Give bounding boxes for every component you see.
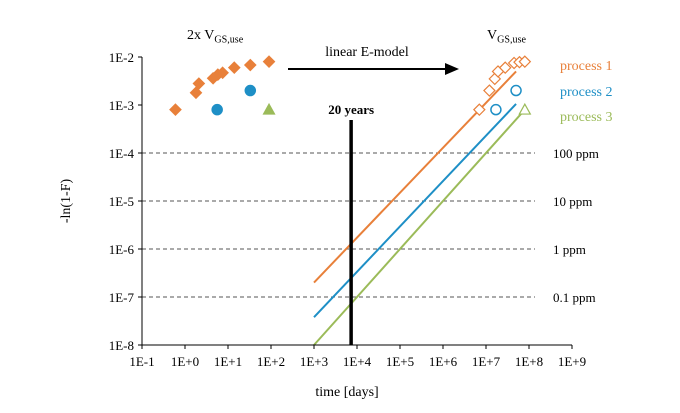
x-tick-label-10: 1E+9 (558, 354, 586, 369)
extrapolation-arrow-head (445, 63, 459, 75)
twenty-years-marker: 20 years (328, 102, 374, 345)
legend-label-2: process 3 (560, 110, 613, 125)
series-0-stress-point-1 (189, 86, 203, 100)
ppm-label-3: 0.1 ppm (553, 290, 596, 305)
y-tick-label-0: 1E-2 (109, 50, 134, 65)
series-0-use-point-0 (472, 103, 486, 117)
series-0-stress-point-0 (169, 103, 182, 117)
data-markers (169, 55, 532, 117)
x-tick-label-6: 1E+5 (386, 354, 414, 369)
x-axis-title: time [days] (315, 385, 378, 400)
x-tick-label-0: 1E-1 (129, 354, 154, 369)
y-tick-label-5: 1E-7 (109, 290, 135, 305)
x-tick-label-5: 1E+4 (343, 354, 372, 369)
y-tick-label-6: 1E-8 (109, 338, 134, 353)
stress-voltage-label: 2x VGS,use (187, 28, 244, 46)
y-axis-title: -ln(1-F) (59, 179, 74, 224)
series-1-use-point-1 (510, 84, 522, 97)
arrow-label: linear E-model (325, 45, 409, 60)
series-1-stress-point-1 (244, 84, 257, 97)
twenty-years-label: 20 years (328, 102, 374, 117)
use-voltage-label: VGS,use (487, 28, 526, 46)
series-2-use-point-0 (518, 102, 532, 115)
y-tick-label-3: 1E-5 (109, 194, 134, 209)
x-tick-label-3: 1E+2 (257, 354, 285, 369)
series-2-stress-point-0 (262, 102, 276, 115)
legend-label-1: process 2 (560, 85, 613, 100)
labels: process 1 process 2 process 3 2x VGS,use VGS… (187, 28, 613, 125)
x-tick-label-7: 1E+6 (429, 354, 458, 369)
series-1-use-point-0 (490, 103, 502, 116)
series-0-stress-point-7 (243, 58, 257, 72)
fit-line-2 (313, 108, 526, 346)
series-0-use-point-4 (498, 61, 512, 74)
legend-label-0: process 1 (560, 59, 613, 74)
fit-line-1 (313, 103, 517, 318)
series-0-stress-point-8 (262, 55, 276, 69)
y-tick-label-1: 1E-3 (109, 98, 134, 113)
series-0-stress-point-5 (216, 66, 229, 80)
x-tick-label-9: 1E+8 (515, 354, 543, 369)
ppm-reference-lines: 100 ppm 10 ppm 1 ppm 0.1 ppm (142, 146, 599, 305)
x-tick-label-1: 1E+0 (171, 354, 199, 369)
y-tick-label-2: 1E-4 (109, 146, 135, 161)
series-0-stress-point-2 (192, 77, 206, 90)
y-tick-label-4: 1E-6 (109, 242, 135, 257)
ppm-label-0: 100 ppm (553, 146, 599, 161)
axes: 1E-2 1E-3 1E-4 1E-5 1E-6 1E-7 1E-81E-1 1E+0 1E+1… (59, 50, 586, 400)
series-0-use-point-1 (483, 84, 496, 97)
x-tick-label-2: 1E+1 (214, 354, 242, 369)
series-0-stress-point-6 (227, 61, 241, 74)
x-tick-label-8: 1E+7 (472, 354, 501, 369)
series-1-stress-point-0 (211, 103, 223, 116)
x-tick-label-4: 1E+3 (300, 354, 328, 369)
series-0-use-point-7 (518, 55, 532, 69)
ppm-label-1: 10 ppm (553, 194, 592, 209)
ppm-label-2: 1 ppm (553, 242, 586, 257)
